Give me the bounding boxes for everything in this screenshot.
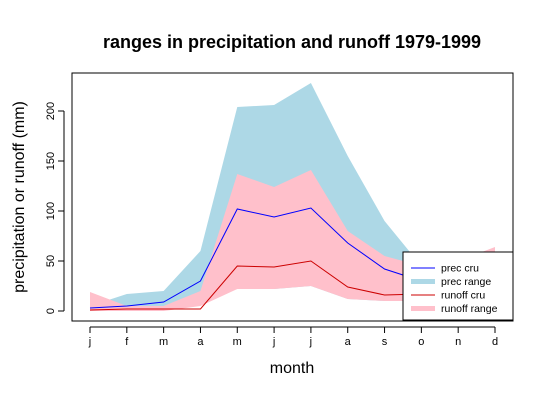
y-axis-label: precipitation or runoff (mm) bbox=[11, 101, 28, 293]
x-tick-label: d bbox=[492, 336, 498, 348]
x-tick-label: m bbox=[233, 336, 242, 348]
x-tick-label: j bbox=[272, 336, 275, 348]
legend-label-prec-range: prec range bbox=[441, 276, 491, 288]
runoff-range-band bbox=[90, 170, 495, 311]
legend-label-prec-cru: prec cru bbox=[441, 263, 479, 275]
y-axis: 0 50 100 150 200 bbox=[45, 102, 65, 314]
x-tick-label: s bbox=[382, 336, 388, 348]
x-tick-label: j bbox=[88, 336, 91, 348]
prec-cru-line bbox=[89, 207, 422, 309]
x-tick-label: n bbox=[455, 336, 461, 348]
y-tick-label: 150 bbox=[45, 152, 57, 170]
legend-label-runoff-cru: runoff cru bbox=[441, 290, 485, 302]
runoff-cru-line bbox=[89, 260, 422, 311]
x-tick-label: f bbox=[125, 336, 129, 348]
y-tick-label: 200 bbox=[45, 102, 57, 120]
plot-frame bbox=[71, 72, 514, 322]
y-tick-label: 50 bbox=[45, 255, 57, 267]
x-tick-label: m bbox=[159, 336, 168, 348]
chart-title: ranges in precipitation and runoff 1979-… bbox=[103, 32, 481, 52]
band-layer bbox=[90, 83, 495, 311]
line-layer bbox=[89, 207, 422, 311]
x-tick-label: o bbox=[418, 336, 424, 348]
x-tick-label: a bbox=[197, 336, 204, 348]
y-tick-label: 100 bbox=[45, 202, 57, 220]
x-tick-label: j bbox=[309, 336, 312, 348]
y-tick-label: 0 bbox=[45, 308, 57, 314]
x-tick-label: a bbox=[345, 336, 352, 348]
legend-label-runoff-range: runoff range bbox=[441, 303, 498, 315]
x-axis-label: month bbox=[270, 360, 314, 377]
